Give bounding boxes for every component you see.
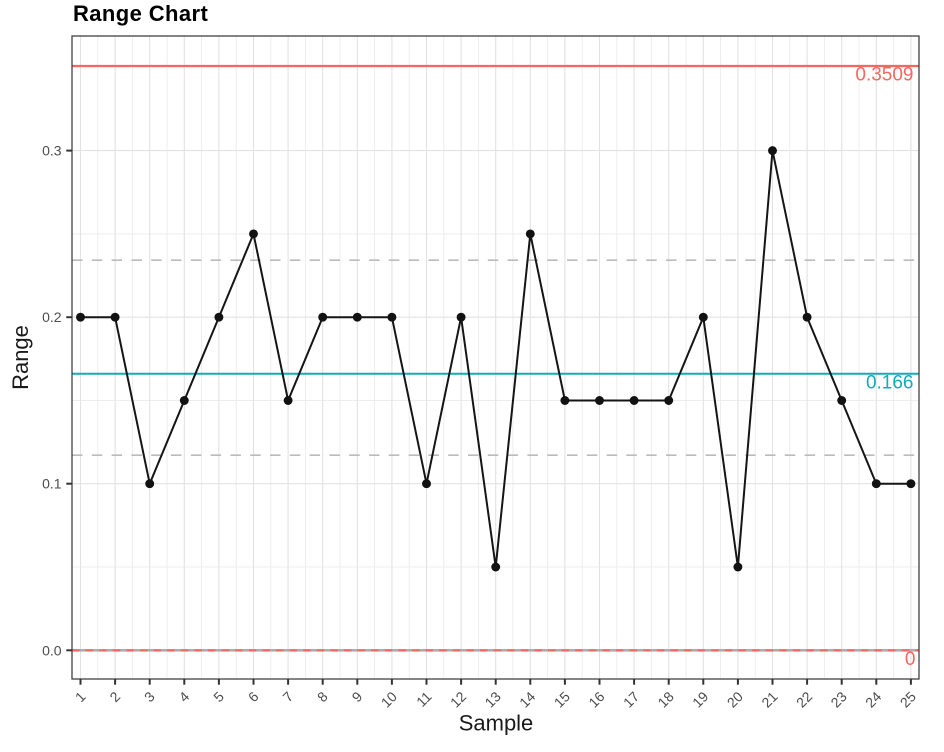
svg-text:0.3: 0.3 (42, 143, 62, 159)
svg-text:0: 0 (905, 649, 916, 670)
svg-text:0.2: 0.2 (42, 309, 62, 325)
svg-text:0.166: 0.166 (866, 372, 914, 393)
svg-text:0.3509: 0.3509 (855, 65, 913, 86)
svg-text:0.1: 0.1 (42, 476, 62, 492)
svg-text:Range: Range (8, 325, 33, 390)
svg-text:Range Chart: Range Chart (73, 1, 208, 26)
svg-text:Sample: Sample (459, 710, 534, 735)
svg-text:0.0: 0.0 (42, 642, 62, 658)
